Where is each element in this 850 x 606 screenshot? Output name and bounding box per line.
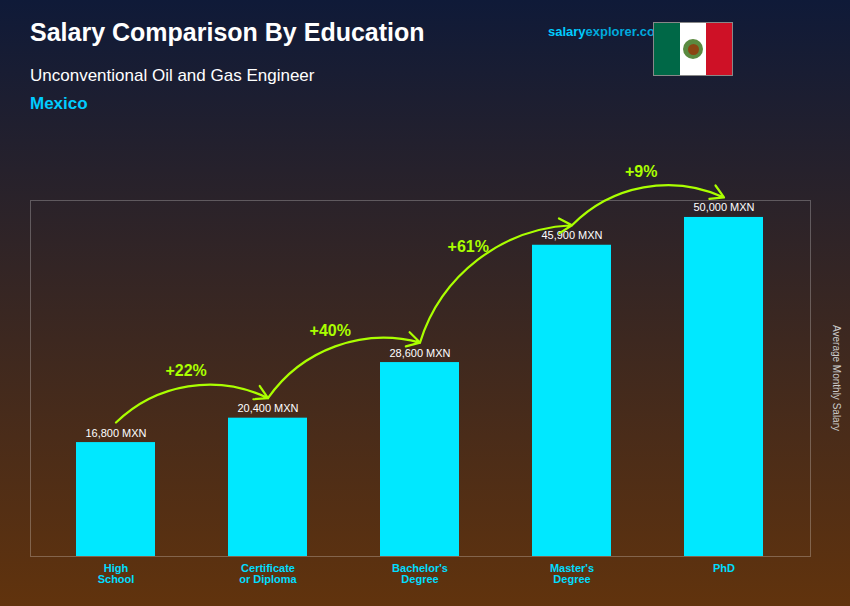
svg-text:28,600 MXN: 28,600 MXN (389, 347, 450, 359)
svg-text:Bachelor'sDegree: Bachelor'sDegree (392, 562, 448, 585)
html-text:Unconventional Oil and Gas Eng: Unconventional Oil and Gas Engineer (30, 66, 315, 85)
svg-text:+61%: +61% (448, 238, 489, 255)
html-text:Salary Comparison By Education: Salary Comparison By Education (30, 18, 425, 46)
svg-text:+9%: +9% (625, 163, 657, 180)
html-text:Mexico: Mexico (30, 94, 88, 113)
svg-text:+40%: +40% (310, 322, 351, 339)
svg-text:45,900 MXN: 45,900 MXN (541, 229, 602, 241)
svg-text:PhD: PhD (713, 562, 735, 574)
svg-text:20,400 MXN: 20,400 MXN (237, 402, 298, 414)
svg-text:16,800 MXN: 16,800 MXN (85, 427, 146, 439)
html-text:Average Monthly Salary: Average Monthly Salary (831, 325, 842, 431)
svg-text:50,000 MXN: 50,000 MXN (693, 201, 754, 213)
svg-text:+22%: +22% (165, 362, 206, 379)
html-text:salary explorer.com: salary explorer.com (548, 24, 667, 39)
svg-text:HighSchool: HighSchool (98, 562, 135, 585)
svg-text:Master'sDegree: Master'sDegree (550, 562, 594, 585)
svg-text:Certificateor Diploma: Certificateor Diploma (239, 562, 297, 585)
